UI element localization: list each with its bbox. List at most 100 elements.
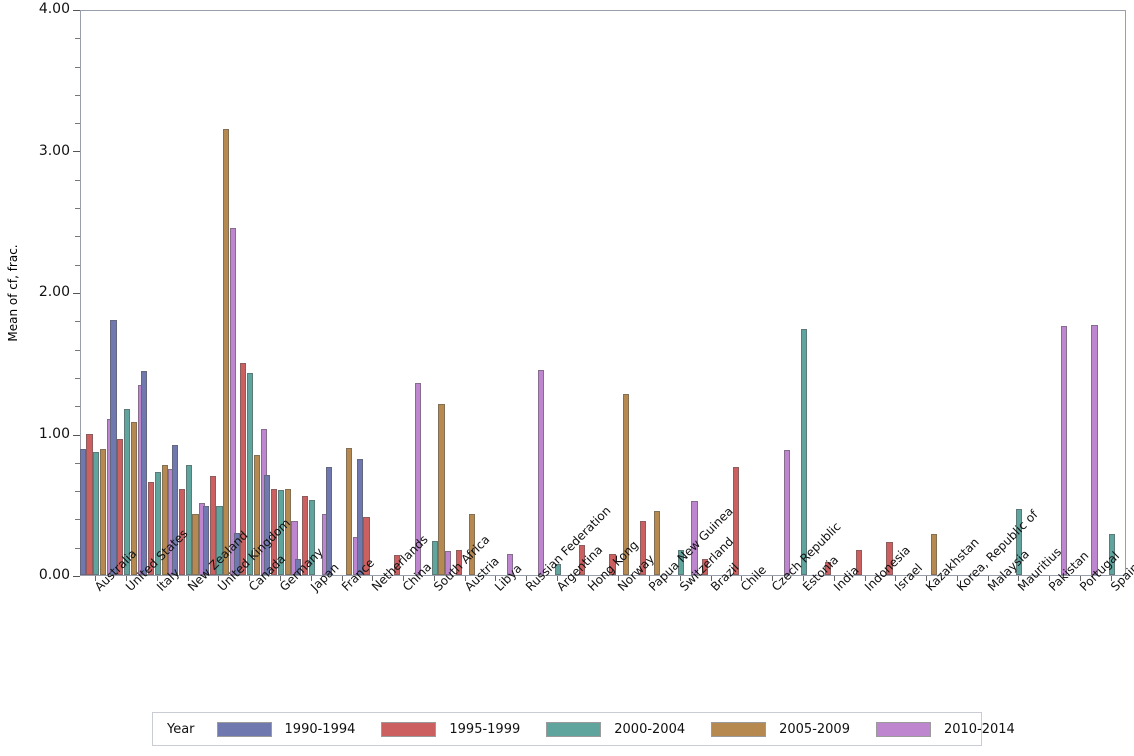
bar-group xyxy=(603,11,636,575)
legend-item[interactable]: 2000-2004 xyxy=(546,721,685,737)
legend-item[interactable]: 2010-2014 xyxy=(875,721,1015,737)
legend-label: 1995-1999 xyxy=(449,721,521,737)
bar[interactable] xyxy=(229,228,237,575)
bar[interactable] xyxy=(783,450,790,575)
bar[interactable] xyxy=(1091,324,1098,575)
bar-group xyxy=(295,11,329,575)
bar[interactable] xyxy=(192,514,199,575)
bar[interactable] xyxy=(800,328,808,575)
bar[interactable] xyxy=(537,369,544,575)
bar[interactable] xyxy=(346,447,353,575)
bar[interactable] xyxy=(216,505,223,575)
bar[interactable] xyxy=(1108,533,1115,575)
bar[interactable] xyxy=(414,382,421,575)
bar[interactable] xyxy=(240,362,247,575)
x-tick xyxy=(434,576,441,581)
bar[interactable] xyxy=(653,511,661,575)
y-tick-minor xyxy=(75,265,80,266)
bar[interactable] xyxy=(363,517,370,575)
x-tick xyxy=(372,576,379,581)
bar[interactable] xyxy=(301,495,309,575)
bar[interactable] xyxy=(431,541,438,575)
bar[interactable] xyxy=(209,475,216,575)
bar[interactable] xyxy=(1060,325,1067,575)
bar[interactable] xyxy=(469,514,476,575)
bar[interactable] xyxy=(161,464,168,575)
bar[interactable] xyxy=(277,490,285,575)
bar-group xyxy=(787,11,820,575)
legend-label: 2005-2009 xyxy=(779,721,850,737)
bar[interactable] xyxy=(445,550,452,575)
legend-item[interactable]: 1990-1994 xyxy=(216,721,355,737)
x-tick xyxy=(311,576,318,581)
bar[interactable] xyxy=(623,393,630,575)
x-tick xyxy=(342,576,349,581)
bar[interactable] xyxy=(264,474,271,575)
legend-item[interactable]: 1995-1999 xyxy=(381,721,521,737)
bar[interactable] xyxy=(455,549,462,575)
bar[interactable] xyxy=(247,372,254,575)
bar[interactable] xyxy=(554,563,561,575)
bar[interactable] xyxy=(202,505,209,575)
bar-group xyxy=(171,11,206,575)
bar[interactable] xyxy=(86,433,93,575)
bar[interactable] xyxy=(308,500,315,575)
bar[interactable] xyxy=(171,444,179,575)
x-tick xyxy=(1111,576,1118,581)
bar-group xyxy=(510,11,544,575)
bar[interactable] xyxy=(79,449,86,575)
bar[interactable] xyxy=(640,521,647,575)
bar[interactable] xyxy=(824,562,832,575)
bar[interactable] xyxy=(130,422,138,575)
bar[interactable] xyxy=(886,542,893,575)
bar[interactable] xyxy=(117,439,124,575)
bar[interactable] xyxy=(185,464,192,575)
bar[interactable] xyxy=(438,403,445,575)
bar[interactable] xyxy=(148,481,155,575)
bar[interactable] xyxy=(325,467,332,575)
bar[interactable] xyxy=(284,488,291,575)
bar[interactable] xyxy=(1016,508,1023,575)
bar[interactable] xyxy=(506,553,513,575)
bar-group xyxy=(972,11,1005,575)
y-tick-minor xyxy=(75,95,80,96)
bar[interactable] xyxy=(233,532,240,575)
legend-item[interactable]: 2005-2009 xyxy=(711,721,850,737)
y-tick-minor xyxy=(75,519,80,520)
bar[interactable] xyxy=(677,549,684,575)
bar[interactable] xyxy=(356,458,363,575)
bar[interactable] xyxy=(271,488,278,575)
bar[interactable] xyxy=(732,467,739,575)
bar[interactable] xyxy=(141,371,148,575)
y-tick-major xyxy=(73,576,80,577)
bar[interactable] xyxy=(295,559,302,575)
y-tick-label: 0.00 xyxy=(38,567,70,583)
x-tick xyxy=(680,576,687,581)
chart-legend: Year 1990-1994 1995-1999 2000-2004 2005-200… xyxy=(152,712,1015,746)
x-tick xyxy=(711,576,718,581)
bar-group xyxy=(1033,11,1067,575)
bar[interactable] xyxy=(223,129,230,575)
x-tick xyxy=(772,576,779,581)
bar[interactable] xyxy=(178,488,185,575)
x-tick xyxy=(465,576,472,581)
bar[interactable] xyxy=(124,409,131,575)
bar[interactable] xyxy=(578,545,585,575)
bar[interactable] xyxy=(394,555,401,575)
bar[interactable] xyxy=(291,521,298,575)
bar[interactable] xyxy=(930,533,937,575)
bar[interactable] xyxy=(691,501,698,575)
y-tick-minor xyxy=(75,378,80,379)
bar[interactable] xyxy=(609,553,616,575)
bar-group xyxy=(633,11,666,575)
bar[interactable] xyxy=(110,320,117,575)
bar[interactable] xyxy=(93,451,100,575)
bar[interactable] xyxy=(100,449,107,575)
bar[interactable] xyxy=(701,559,708,575)
bar[interactable] xyxy=(855,549,862,575)
bar[interactable] xyxy=(154,471,161,575)
bar[interactable] xyxy=(253,454,261,575)
x-tick xyxy=(403,576,410,581)
bar-group xyxy=(726,11,759,575)
x-tick xyxy=(526,576,533,581)
